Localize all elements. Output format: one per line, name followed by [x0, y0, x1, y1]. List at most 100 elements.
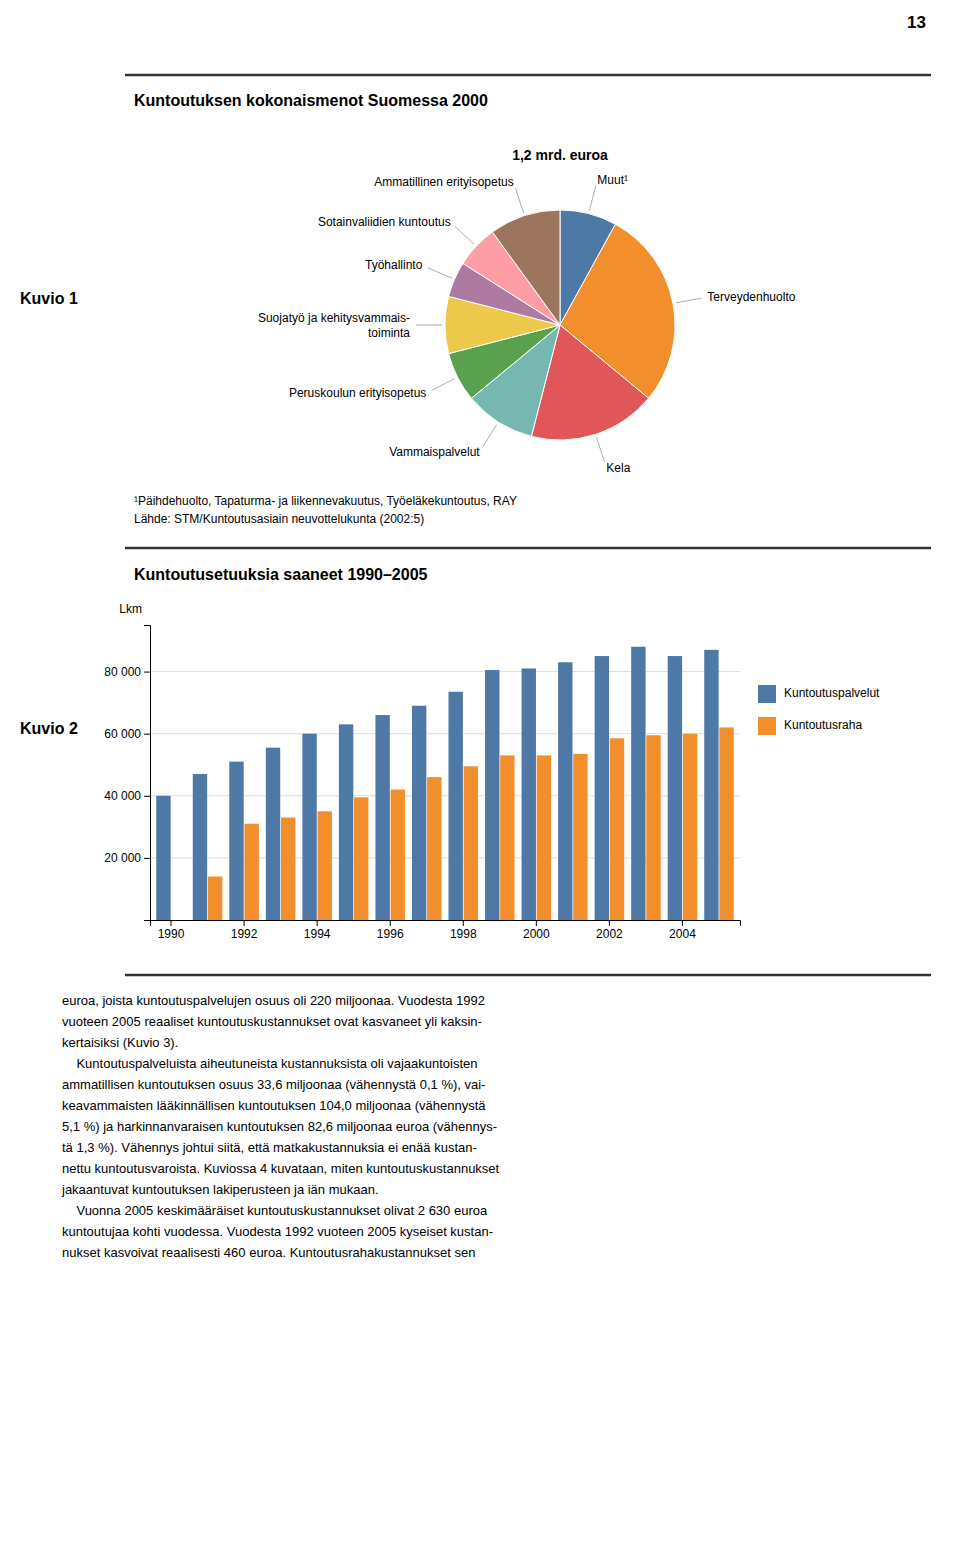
y-tick: 80 000 — [104, 665, 150, 679]
axis-label: Lkm — [119, 602, 142, 616]
tick-mark — [317, 920, 318, 926]
leader-line — [428, 268, 452, 278]
bar — [281, 818, 295, 920]
axis-line — [144, 626, 151, 921]
tick-label: 1996 — [377, 927, 404, 941]
bar — [156, 796, 170, 920]
bar — [537, 755, 551, 920]
tick-label: 20 000 — [104, 851, 141, 865]
x-tick: 2000 — [523, 920, 550, 941]
bar — [412, 706, 426, 920]
slice-label: Suojatyö ja kehitysvammais-toiminta — [258, 311, 410, 340]
bars — [156, 647, 734, 920]
body-text-line: 5,1 %) ja harkinnanvaraisen kuntoutuksen… — [62, 1119, 497, 1134]
tick-mark — [682, 920, 683, 926]
separator-line — [125, 974, 931, 977]
body-text-line: ammatillisen kuntoutuksen osuus 33,6 mil… — [62, 1077, 485, 1092]
slice-label: Työhallinto — [365, 258, 423, 272]
y-tick: 60 000 — [104, 727, 150, 741]
bar — [522, 668, 536, 920]
separator-line — [125, 74, 931, 77]
bar-series — [156, 647, 718, 920]
pie-slices — [445, 210, 675, 440]
bar-series — [208, 727, 734, 920]
bar — [266, 748, 280, 920]
body-text-line: nukset kasvoivat reaalisesti 460 euroa. … — [62, 1245, 475, 1260]
figure-label: Kuvio 1 — [20, 290, 78, 307]
leader-line — [483, 425, 497, 447]
x-tick: 1992 — [231, 920, 258, 941]
body-text-line: nettu kuntoutusvaroista. Kuviossa 4 kuva… — [62, 1161, 500, 1176]
bar — [704, 650, 718, 920]
y-tick: 20 000 — [104, 851, 150, 865]
body-text-line: Kuntoutuspalveluista aiheutuneista kusta… — [62, 1056, 478, 1071]
slice-label: Ammatillinen erityisopetus — [374, 175, 513, 189]
body-text-line: kertaisiksi (Kuvio 3). — [62, 1035, 178, 1050]
leader-line — [455, 226, 474, 244]
slice-label-line: Vammaispalvelut — [389, 445, 480, 459]
slice-label: Vammaispalvelut — [389, 445, 480, 459]
bar — [668, 656, 682, 920]
chart-title: Kuntoutuksen kokonaismenot Suomessa 2000 — [134, 92, 488, 109]
body-text-line: kuntoutujaa kohti vuodessa. Vuodesta 199… — [62, 1224, 493, 1239]
bar — [244, 824, 258, 920]
page: 13Kuntoutuksen kokonaismenot Suomessa 20… — [0, 0, 960, 1549]
tick-label: 1992 — [231, 927, 258, 941]
tick-mark — [144, 734, 150, 735]
tick-label: 2004 — [669, 927, 696, 941]
y-tick: 40 000 — [104, 789, 150, 803]
slice-label-line: Sotainvaliidien kuntoutus — [318, 215, 451, 229]
legend-item: Kuntoutuspalvelut — [758, 685, 880, 703]
pie-labels: Muut¹ Terveydenhuolto Kela Vammaispalvelut P… — [258, 173, 796, 475]
tick-mark — [244, 920, 245, 926]
footnote: Lähde: STM/Kuntoutusasiain neuvottelukun… — [134, 512, 424, 526]
bar — [610, 738, 624, 920]
tick-mark — [390, 920, 391, 926]
bar — [573, 754, 587, 920]
chart-subtitle: 1,2 mrd. euroa — [512, 147, 608, 163]
pie-chart: Kuntoutuksen kokonaismenot Suomessa 2000… — [20, 92, 796, 526]
legend: Kuntoutuspalvelut Kuntoutusraha — [758, 685, 880, 735]
bar — [500, 755, 514, 920]
separator-line — [125, 547, 931, 550]
bar — [354, 797, 368, 920]
x-axis: 19901992199419961998200020022004 — [151, 920, 741, 941]
x-tick: 1996 — [377, 920, 404, 941]
slice-label-line: Työhallinto — [365, 258, 423, 272]
slice-label: Peruskoulun erityisopetus — [289, 386, 426, 400]
chart-title: Kuntoutusetuuksia saaneet 1990–2005 — [134, 566, 428, 583]
body-text-line: keavammaisten lääkinnällisen kuntoutukse… — [62, 1098, 486, 1113]
body-text-line: jakaantuvat kuntoutuksen lakiperusteen j… — [61, 1182, 379, 1197]
bar — [229, 762, 243, 920]
tick-mark — [144, 858, 150, 859]
slice-label-line: Muut¹ — [597, 173, 628, 187]
x-tick: 2002 — [596, 920, 623, 941]
bar — [448, 692, 462, 920]
bar — [646, 735, 660, 920]
bar — [683, 734, 697, 920]
bar — [427, 777, 441, 920]
legend-swatch — [758, 717, 776, 735]
x-tick: 2004 — [669, 920, 696, 941]
grid-line — [150, 733, 740, 734]
footnote: ¹Päihdehuolto, Tapaturma- ja liikennevak… — [134, 494, 517, 508]
slice-label: Kela — [606, 461, 630, 475]
body-text-line: Vuonna 2005 keskimääräiset kuntoutuskust… — [62, 1203, 488, 1218]
tick-label: 2000 — [523, 927, 550, 941]
bar — [193, 774, 207, 920]
legend-label: Kuntoutusraha — [784, 718, 862, 732]
bar — [719, 727, 733, 920]
slice-label: Sotainvaliidien kuntoutus — [318, 215, 451, 229]
bar — [391, 790, 405, 920]
slice-label: Terveydenhuolto — [707, 290, 795, 304]
x-tick: 1998 — [450, 920, 477, 941]
tick-label: 1990 — [158, 927, 185, 941]
body-text: euroa, joista kuntoutuspalvelujen osuus … — [61, 993, 500, 1260]
x-tick: 1990 — [158, 920, 185, 941]
bar — [631, 647, 645, 920]
slice-label-line: Terveydenhuolto — [707, 290, 795, 304]
slice-label-line: Kela — [606, 461, 630, 475]
tick-mark — [536, 920, 537, 926]
leader-line — [589, 186, 595, 211]
body-text-line: vuoteen 2005 reaaliset kuntoutuskustannu… — [62, 1014, 482, 1029]
